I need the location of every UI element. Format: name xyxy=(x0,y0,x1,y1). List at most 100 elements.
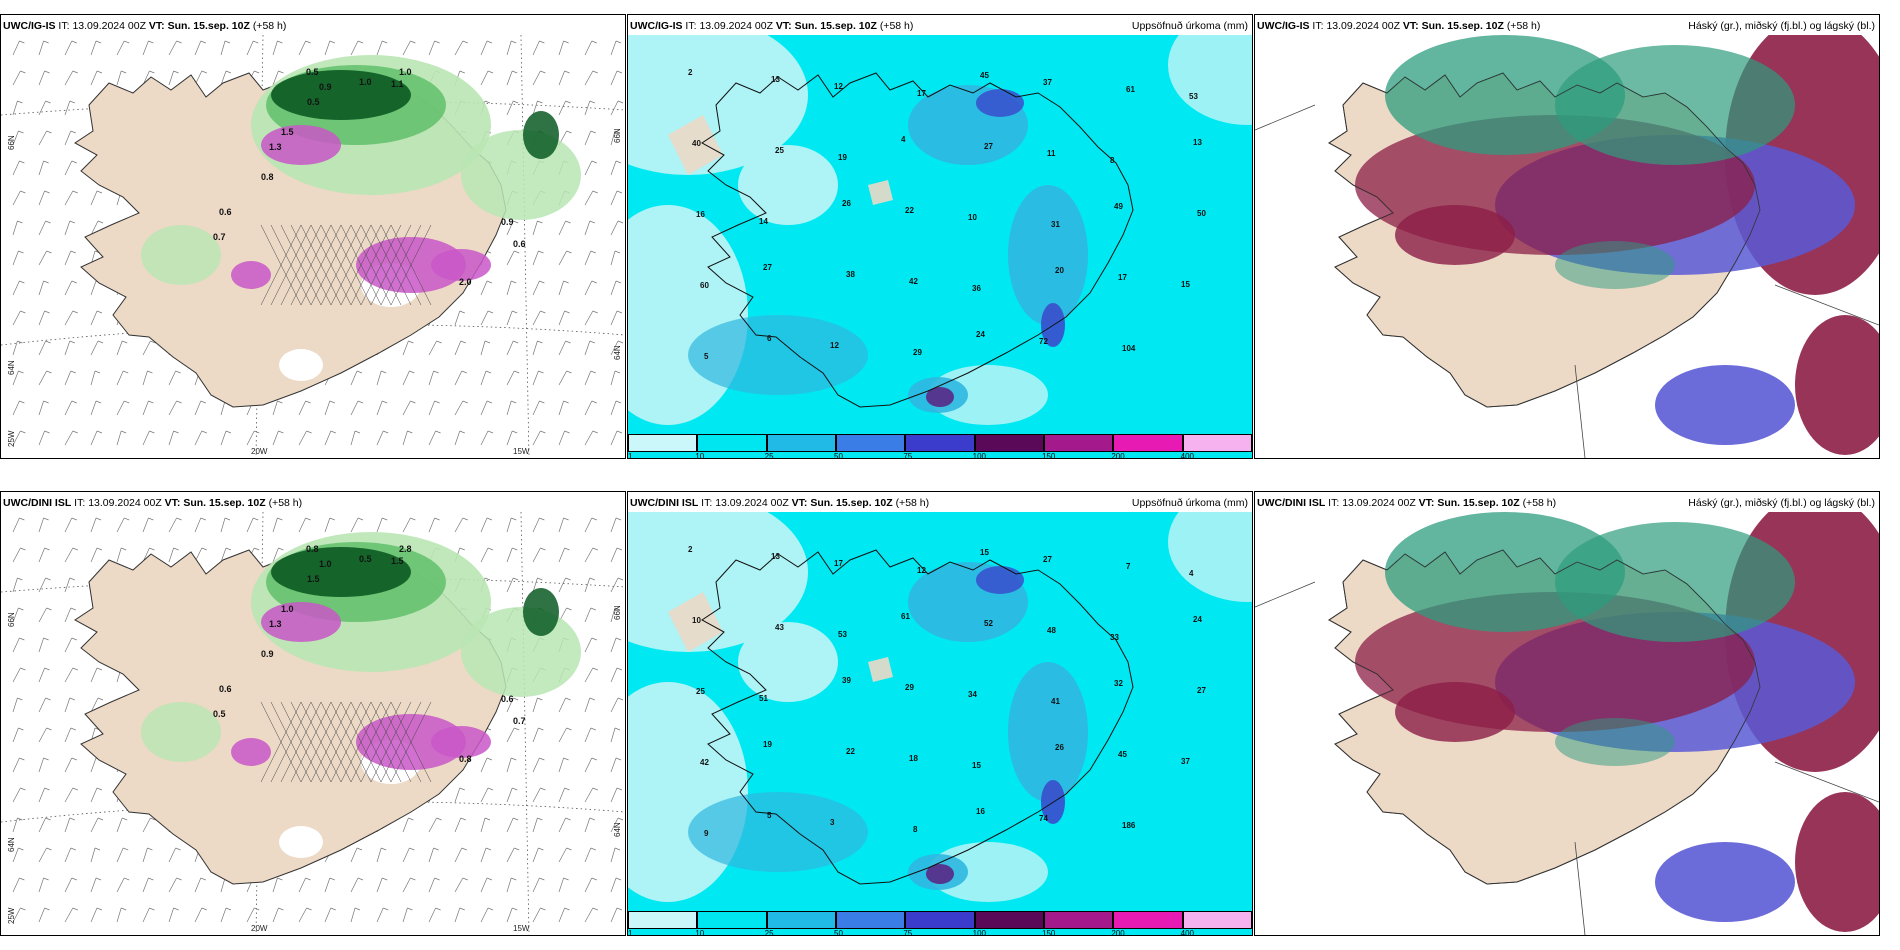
accum-value: 16 xyxy=(696,210,705,219)
accum-value: 43 xyxy=(775,623,784,632)
colorbar-tick: 400 xyxy=(1180,929,1195,936)
it-label: IT: xyxy=(58,20,70,32)
accum-value: 26 xyxy=(842,199,851,208)
accum-value: 12 xyxy=(917,566,926,575)
accum-high xyxy=(976,89,1024,117)
colorbar-tick: 1 xyxy=(628,452,633,459)
accum-value: 51 xyxy=(759,694,768,703)
precip-value: 0.6 xyxy=(501,694,514,704)
accum-value: 16 xyxy=(976,807,985,816)
accum-value: 18 xyxy=(909,754,918,763)
colorbar-tick: 75 xyxy=(903,452,913,459)
precip-value: 0.5 xyxy=(306,67,319,77)
precip-heavy xyxy=(271,547,411,597)
hatch-area xyxy=(260,224,432,306)
vt-label: VT: xyxy=(791,497,808,509)
panel-field-title: Uppsöfnuð úrkoma (mm) xyxy=(1131,20,1248,32)
accum-value: 38 xyxy=(846,270,855,279)
coastline xyxy=(1328,72,1761,408)
accum-value: 13 xyxy=(771,552,780,561)
model-label: UWC/DINI ISL xyxy=(1257,497,1326,509)
map-panel-igis-accum: UWC/IG-IS IT: 13.09.2024 00Z VT: Sun. 15… xyxy=(627,14,1253,459)
lead-time: (+58 h) xyxy=(879,20,914,32)
map-panel-igis-cloud: UWC/IG-IS IT: 13.09.2024 00Z VT: Sun. 15… xyxy=(1254,14,1880,459)
panel-header: UWC/IG-IS IT: 13.09.2024 00Z VT: Sun. 15… xyxy=(1257,19,1875,33)
precip-light xyxy=(461,130,581,220)
colorbar-tick: 100 xyxy=(972,929,987,936)
colorbar-swatch xyxy=(1182,911,1252,929)
colorbar-swatch xyxy=(628,434,698,452)
it-label: IT: xyxy=(1328,497,1340,509)
land-patch xyxy=(668,115,723,175)
init-time: 13.09.2024 00Z xyxy=(715,497,789,509)
colorbar-swatch xyxy=(836,434,906,452)
accum-value: 61 xyxy=(901,612,910,621)
accum-precip-map: 2131712152774104353615248332425513929344… xyxy=(628,512,1252,935)
accum-value: 32 xyxy=(1114,679,1123,688)
lat-label-right: 64N xyxy=(613,345,622,360)
coastline xyxy=(701,549,1134,885)
accum-low xyxy=(1168,35,1252,125)
precip-light xyxy=(141,702,221,762)
coastline xyxy=(701,72,1134,408)
cloud-high xyxy=(1555,718,1675,766)
map-panel-dini-precip: UWC/DINI ISL IT: 13.09.2024 00Z VT: Sun.… xyxy=(0,491,626,936)
accum-value: 19 xyxy=(838,153,847,162)
precip-value: 1.0 xyxy=(399,67,412,77)
precip-value: 0.7 xyxy=(213,232,226,242)
accum-mid xyxy=(1008,185,1088,325)
colorbar-tick: 10 xyxy=(695,452,705,459)
colorbar-swatch xyxy=(1182,434,1252,452)
accum-value: 10 xyxy=(968,213,977,222)
accum-low xyxy=(928,842,1048,902)
init-time: 13.09.2024 00Z xyxy=(72,20,146,32)
accum-value: 29 xyxy=(905,683,914,692)
accum-value: 48 xyxy=(1047,626,1056,635)
lon-label-bottom: 20W xyxy=(251,924,268,933)
panel-field-title: Háský (gr.), miðský (fj.bl.) og lágský (… xyxy=(1688,20,1875,32)
accum-labels: 2 13 12 17 45 37 61 53 40 25 19 4 27 11 8 13 16 14 26 22 10 3… xyxy=(688,68,1206,361)
precip-value: 1.3 xyxy=(269,619,282,629)
accum-value: 11 xyxy=(1047,149,1056,158)
accum-low xyxy=(1168,512,1252,602)
precip-value: 0.5 xyxy=(213,709,226,719)
accum-value: 31 xyxy=(1051,220,1060,229)
precip-value: 1.5 xyxy=(307,574,320,584)
colorbar-tick: 50 xyxy=(834,929,843,936)
accum-value: 9 xyxy=(704,829,709,838)
precip-intense xyxy=(231,738,271,766)
corner-lon-label: 25W xyxy=(7,430,16,447)
valid-time: Sun. 15.sep. 10Z xyxy=(167,20,250,32)
graticule xyxy=(1255,104,1879,458)
accum-value: 2 xyxy=(688,68,693,77)
cloud-cover-map xyxy=(1255,512,1879,935)
cloud-field xyxy=(1355,512,1879,932)
colorbar-swatch xyxy=(697,911,767,929)
precip-value: 0.6 xyxy=(219,684,232,694)
it-label: IT: xyxy=(74,497,86,509)
colorbar: 1 10 25 50 75 100 150 200 400 xyxy=(628,434,1252,458)
cloud-field xyxy=(1355,35,1879,455)
colorbar-tick: 150 xyxy=(1042,452,1056,459)
accum-value: 49 xyxy=(1114,202,1123,211)
accum-value: 37 xyxy=(1181,757,1190,766)
accum-value: 61 xyxy=(1126,85,1135,94)
accum-value: 53 xyxy=(838,630,847,639)
panel-header: UWC/DINI ISL IT: 13.09.2024 00Z VT: Sun.… xyxy=(3,496,621,510)
colorbar-tick: 200 xyxy=(1111,452,1125,459)
valid-time: Sun. 15.sep. 10Z xyxy=(810,497,893,509)
precip-value: 0.5 xyxy=(359,554,372,564)
precip-value: 1.3 xyxy=(269,142,282,152)
precip-value: 0.9 xyxy=(319,82,332,92)
cloud-low xyxy=(1655,842,1795,922)
precip-light xyxy=(461,607,581,697)
model-label: UWC/DINI ISL xyxy=(3,497,72,509)
accum-value: 13 xyxy=(1193,138,1202,147)
precip-labels: 0.81.0 0.5 1.50.60.51.30.80.91.00.60.71.52… xyxy=(213,544,526,764)
lat-label-right: 66N xyxy=(613,128,622,143)
accum-value: 15 xyxy=(1181,280,1190,289)
lead-time: (+58 h) xyxy=(1522,497,1557,509)
precip-value: 1.5 xyxy=(281,127,294,137)
accum-veryhigh xyxy=(926,387,954,407)
accum-value: 13 xyxy=(771,75,780,84)
